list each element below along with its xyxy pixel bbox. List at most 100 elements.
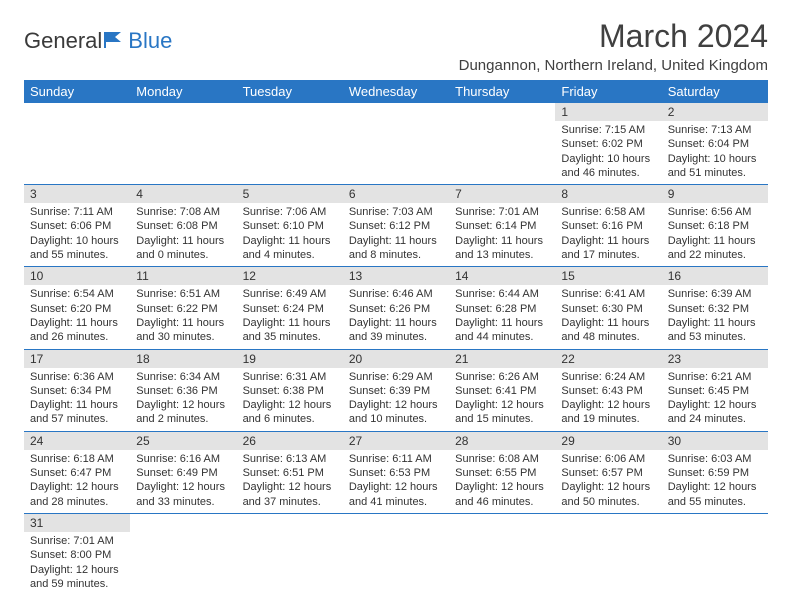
calendar-cell: 15Sunrise: 6:41 AMSunset: 6:30 PMDayligh… (555, 267, 661, 349)
calendar-cell: 12Sunrise: 6:49 AMSunset: 6:24 PMDayligh… (237, 267, 343, 349)
sunset-text: Sunset: 6:41 PM (455, 384, 549, 398)
day-details: Sunrise: 6:13 AMSunset: 6:51 PMDaylight:… (237, 450, 343, 513)
calendar-cell: 8Sunrise: 6:58 AMSunset: 6:16 PMDaylight… (555, 185, 661, 267)
sunset-text: Sunset: 6:47 PM (30, 466, 124, 480)
sunrise-text: Sunrise: 7:15 AM (561, 123, 655, 137)
sunrise-text: Sunrise: 6:41 AM (561, 287, 655, 301)
day-details: Sunrise: 7:06 AMSunset: 6:10 PMDaylight:… (237, 203, 343, 266)
sunrise-text: Sunrise: 6:34 AM (136, 370, 230, 384)
sunrise-text: Sunrise: 6:03 AM (668, 452, 762, 466)
calendar-cell (343, 103, 449, 185)
sunset-text: Sunset: 6:14 PM (455, 219, 549, 233)
calendar-cell: 28Sunrise: 6:08 AMSunset: 6:55 PMDayligh… (449, 431, 555, 513)
calendar-cell (449, 513, 555, 595)
sunset-text: Sunset: 6:32 PM (668, 302, 762, 316)
sunset-text: Sunset: 6:49 PM (136, 466, 230, 480)
sunset-text: Sunset: 6:06 PM (30, 219, 124, 233)
day-number: 6 (343, 185, 449, 203)
sunrise-text: Sunrise: 6:51 AM (136, 287, 230, 301)
calendar-cell: 20Sunrise: 6:29 AMSunset: 6:39 PMDayligh… (343, 349, 449, 431)
daylight-text: Daylight: 12 hours and 24 minutes. (668, 398, 762, 427)
calendar-cell: 5Sunrise: 7:06 AMSunset: 6:10 PMDaylight… (237, 185, 343, 267)
sunrise-text: Sunrise: 6:24 AM (561, 370, 655, 384)
sunrise-text: Sunrise: 6:29 AM (349, 370, 443, 384)
day-number: 27 (343, 432, 449, 450)
sunrise-text: Sunrise: 7:13 AM (668, 123, 762, 137)
sunset-text: Sunset: 6:18 PM (668, 219, 762, 233)
calendar-cell: 24Sunrise: 6:18 AMSunset: 6:47 PMDayligh… (24, 431, 130, 513)
title-block: March 2024 Dungannon, Northern Ireland, … (459, 18, 768, 74)
calendar-row: 10Sunrise: 6:54 AMSunset: 6:20 PMDayligh… (24, 267, 768, 349)
day-number: 5 (237, 185, 343, 203)
day-number: 2 (662, 103, 768, 121)
daylight-text: Daylight: 12 hours and 2 minutes. (136, 398, 230, 427)
day-details: Sunrise: 6:34 AMSunset: 6:36 PMDaylight:… (130, 368, 236, 431)
day-details: Sunrise: 6:06 AMSunset: 6:57 PMDaylight:… (555, 450, 661, 513)
sunrise-text: Sunrise: 6:54 AM (30, 287, 124, 301)
sunset-text: Sunset: 6:22 PM (136, 302, 230, 316)
calendar-cell: 19Sunrise: 6:31 AMSunset: 6:38 PMDayligh… (237, 349, 343, 431)
day-details: Sunrise: 6:08 AMSunset: 6:55 PMDaylight:… (449, 450, 555, 513)
day-number: 29 (555, 432, 661, 450)
day-number: 20 (343, 350, 449, 368)
day-details: Sunrise: 6:03 AMSunset: 6:59 PMDaylight:… (662, 450, 768, 513)
day-details: Sunrise: 6:51 AMSunset: 6:22 PMDaylight:… (130, 285, 236, 348)
sunrise-text: Sunrise: 6:21 AM (668, 370, 762, 384)
day-number: 15 (555, 267, 661, 285)
day-number: 9 (662, 185, 768, 203)
daylight-text: Daylight: 11 hours and 48 minutes. (561, 316, 655, 345)
day-details: Sunrise: 6:21 AMSunset: 6:45 PMDaylight:… (662, 368, 768, 431)
daylight-text: Daylight: 11 hours and 22 minutes. (668, 234, 762, 263)
calendar-cell: 2Sunrise: 7:13 AMSunset: 6:04 PMDaylight… (662, 103, 768, 185)
sunrise-text: Sunrise: 6:11 AM (349, 452, 443, 466)
sunset-text: Sunset: 6:28 PM (455, 302, 549, 316)
sunset-text: Sunset: 6:12 PM (349, 219, 443, 233)
day-number: 8 (555, 185, 661, 203)
sunset-text: Sunset: 6:43 PM (561, 384, 655, 398)
sunrise-text: Sunrise: 7:11 AM (30, 205, 124, 219)
sunset-text: Sunset: 6:10 PM (243, 219, 337, 233)
calendar-row: 1Sunrise: 7:15 AMSunset: 6:02 PMDaylight… (24, 103, 768, 185)
calendar-cell (130, 513, 236, 595)
weekday-header: Saturday (662, 80, 768, 103)
calendar-cell (24, 103, 130, 185)
calendar-cell (449, 103, 555, 185)
logo: General Blue (24, 18, 172, 54)
weekday-header: Wednesday (343, 80, 449, 103)
sunrise-text: Sunrise: 6:18 AM (30, 452, 124, 466)
daylight-text: Daylight: 11 hours and 53 minutes. (668, 316, 762, 345)
day-details: Sunrise: 6:56 AMSunset: 6:18 PMDaylight:… (662, 203, 768, 266)
day-number: 28 (449, 432, 555, 450)
sunset-text: Sunset: 6:45 PM (668, 384, 762, 398)
calendar-cell: 21Sunrise: 6:26 AMSunset: 6:41 PMDayligh… (449, 349, 555, 431)
day-number: 17 (24, 350, 130, 368)
day-number: 18 (130, 350, 236, 368)
day-details: Sunrise: 6:18 AMSunset: 6:47 PMDaylight:… (24, 450, 130, 513)
day-details: Sunrise: 7:13 AMSunset: 6:04 PMDaylight:… (662, 121, 768, 184)
day-details: Sunrise: 7:01 AMSunset: 8:00 PMDaylight:… (24, 532, 130, 595)
day-number: 23 (662, 350, 768, 368)
calendar-table: Sunday Monday Tuesday Wednesday Thursday… (24, 80, 768, 595)
calendar-cell: 29Sunrise: 6:06 AMSunset: 6:57 PMDayligh… (555, 431, 661, 513)
day-details: Sunrise: 6:58 AMSunset: 6:16 PMDaylight:… (555, 203, 661, 266)
sunset-text: Sunset: 6:51 PM (243, 466, 337, 480)
calendar-cell: 16Sunrise: 6:39 AMSunset: 6:32 PMDayligh… (662, 267, 768, 349)
sunrise-text: Sunrise: 7:08 AM (136, 205, 230, 219)
calendar-row: 17Sunrise: 6:36 AMSunset: 6:34 PMDayligh… (24, 349, 768, 431)
day-details: Sunrise: 6:16 AMSunset: 6:49 PMDaylight:… (130, 450, 236, 513)
daylight-text: Daylight: 12 hours and 10 minutes. (349, 398, 443, 427)
sunset-text: Sunset: 6:53 PM (349, 466, 443, 480)
day-number: 11 (130, 267, 236, 285)
day-number: 26 (237, 432, 343, 450)
weekday-header: Monday (130, 80, 236, 103)
sunrise-text: Sunrise: 6:58 AM (561, 205, 655, 219)
day-number: 31 (24, 514, 130, 532)
calendar-cell: 9Sunrise: 6:56 AMSunset: 6:18 PMDaylight… (662, 185, 768, 267)
sunrise-text: Sunrise: 7:01 AM (30, 534, 124, 548)
calendar-cell: 13Sunrise: 6:46 AMSunset: 6:26 PMDayligh… (343, 267, 449, 349)
calendar-cell: 22Sunrise: 6:24 AMSunset: 6:43 PMDayligh… (555, 349, 661, 431)
day-number: 24 (24, 432, 130, 450)
sunrise-text: Sunrise: 6:56 AM (668, 205, 762, 219)
day-details: Sunrise: 6:46 AMSunset: 6:26 PMDaylight:… (343, 285, 449, 348)
sunrise-text: Sunrise: 6:36 AM (30, 370, 124, 384)
